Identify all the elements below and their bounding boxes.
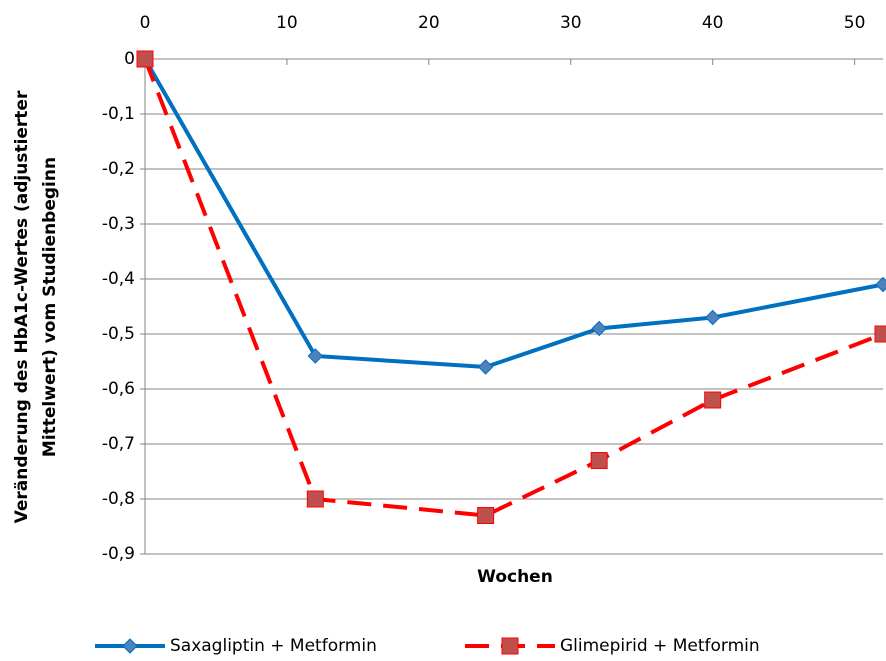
- y-tick-label: -0,3: [102, 214, 135, 234]
- y-tick-label: -0,9: [102, 544, 135, 564]
- y-tick-label: -0,1: [102, 104, 135, 124]
- x-tick-label: 0: [140, 13, 151, 33]
- y-tick-label: -0,4: [102, 269, 135, 289]
- y-tick-label: -0,7: [102, 434, 135, 454]
- data-point: [306, 490, 324, 508]
- data-point: [704, 391, 722, 409]
- y-tick-label: -0,6: [102, 379, 135, 399]
- y-axis-label: Mittelwert) vom Studienbeginn: [40, 157, 60, 457]
- data-point: [136, 50, 154, 68]
- data-point: [874, 325, 886, 343]
- legend-label: Saxagliptin + Metformin: [170, 636, 377, 656]
- data-point: [307, 348, 324, 364]
- x-tick-label: 40: [702, 13, 724, 33]
- series-line: [143, 58, 884, 370]
- series-line: [143, 58, 884, 518]
- y-tick-label: -0,2: [102, 159, 135, 179]
- x-tick-label: 20: [418, 13, 440, 33]
- data-point: [477, 359, 494, 375]
- y-tick-label: -0,8: [102, 489, 135, 509]
- y-tick-label: 0: [124, 49, 135, 69]
- data-point: [477, 507, 495, 524]
- data-point: [704, 309, 721, 326]
- x-axis-label: Wochen: [477, 567, 553, 587]
- x-tick-label: 30: [560, 13, 582, 33]
- legend-marker: [501, 637, 519, 655]
- legend-label: Glimepirid + Metformin: [560, 636, 760, 656]
- legend-marker: [122, 638, 138, 654]
- y-axis-label: Veränderung des HbA1c-Wertes (adjustiert…: [12, 90, 32, 523]
- x-tick-label: 10: [276, 13, 298, 33]
- y-tick-label: -0,5: [102, 324, 135, 344]
- x-tick-label: 50: [844, 13, 866, 33]
- data-point: [875, 276, 886, 293]
- data-point: [590, 452, 608, 469]
- data-point: [591, 320, 607, 337]
